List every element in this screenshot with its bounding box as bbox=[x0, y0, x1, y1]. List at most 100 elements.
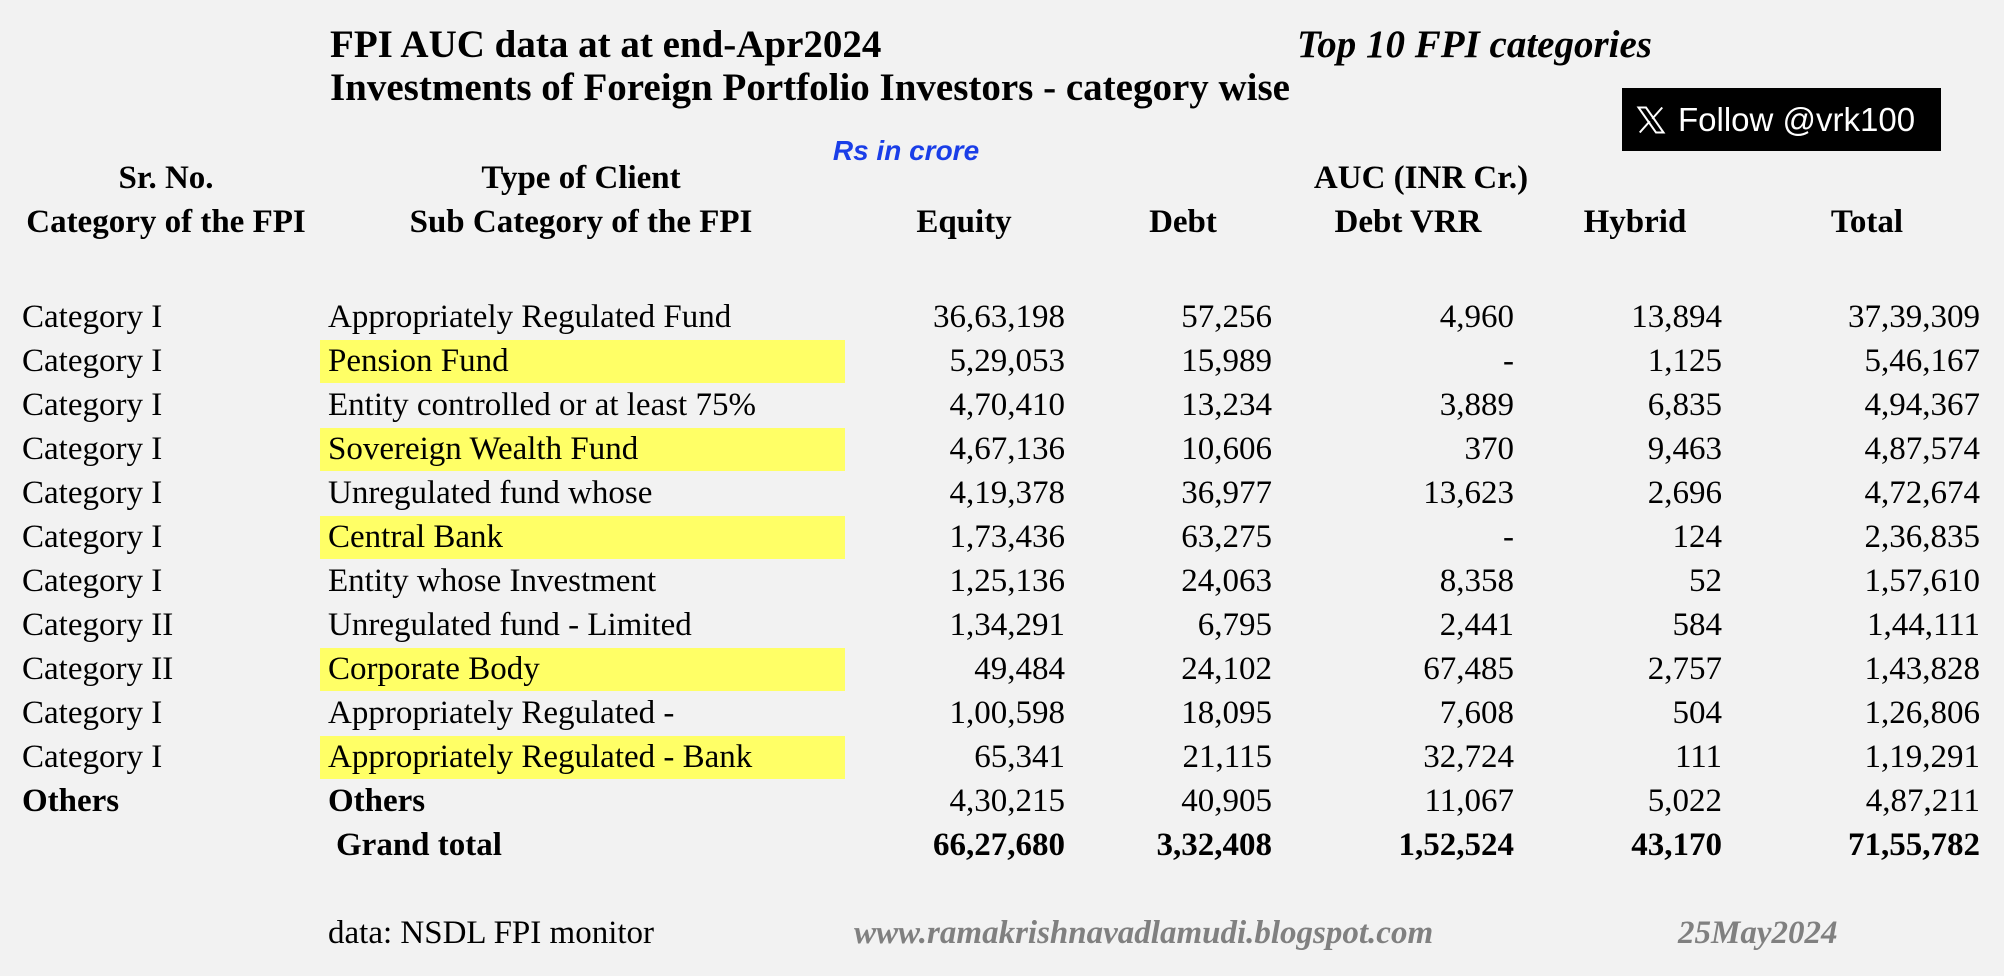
follow-badge[interactable]: Follow @vrk100 bbox=[1622, 88, 1941, 151]
col-header: Debt bbox=[1149, 204, 1217, 240]
value-cell: 1,26,806 bbox=[1864, 695, 1981, 731]
source: data: NSDL FPI monitor bbox=[328, 915, 655, 951]
value-cell: 24,063 bbox=[1181, 563, 1272, 599]
value-cell: 4,70,410 bbox=[949, 387, 1066, 423]
value-cell: 18,095 bbox=[1181, 695, 1272, 731]
category-cell: Category I bbox=[22, 431, 163, 467]
value-cell: 36,63,198 bbox=[933, 299, 1065, 335]
value-cell: 52 bbox=[1689, 563, 1722, 599]
value-cell: 4,30,215 bbox=[949, 783, 1066, 819]
value-cell: 10,606 bbox=[1181, 431, 1272, 467]
client-cell: Appropriately Regulated - bbox=[328, 695, 675, 731]
row-highlight bbox=[320, 428, 845, 471]
value-cell: 4,94,367 bbox=[1864, 387, 1981, 423]
client-cell: Appropriately Regulated - Bank bbox=[328, 739, 753, 775]
col-header: Sub Category of the FPI bbox=[409, 204, 753, 240]
col-header: Equity bbox=[916, 204, 1012, 240]
value-cell: 5,29,053 bbox=[949, 343, 1066, 379]
website: www.ramakrishnavadlamudi.blogspot.com bbox=[854, 915, 1434, 951]
grand-total-cell: 43,170 bbox=[1631, 827, 1722, 863]
value-cell: 124 bbox=[1672, 519, 1723, 555]
client-cell: Unregulated fund whose bbox=[328, 475, 653, 511]
value-cell: 13,623 bbox=[1423, 475, 1514, 511]
value-cell: 1,73,436 bbox=[949, 519, 1066, 555]
category-cell: Others bbox=[22, 783, 120, 819]
grand-total-cell: 66,27,680 bbox=[933, 827, 1065, 863]
value-cell: 1,57,610 bbox=[1864, 563, 1981, 599]
category-cell: Category I bbox=[22, 519, 163, 555]
value-cell: 5,022 bbox=[1647, 783, 1722, 819]
value-cell: 4,72,674 bbox=[1864, 475, 1981, 511]
category-cell: Category I bbox=[22, 563, 163, 599]
value-cell: 3,889 bbox=[1439, 387, 1514, 423]
value-cell: 4,67,136 bbox=[949, 431, 1066, 467]
date: 25May2024 bbox=[1678, 915, 1838, 951]
value-cell: 24,102 bbox=[1181, 651, 1272, 687]
value-cell: 8,358 bbox=[1439, 563, 1514, 599]
col-header: Debt VRR bbox=[1334, 204, 1482, 240]
value-cell: 2,757 bbox=[1647, 651, 1722, 687]
grand-total-cell: 3,32,408 bbox=[1156, 827, 1273, 863]
client-cell: Corporate Body bbox=[328, 651, 540, 687]
client-cell: Unregulated fund - Limited bbox=[328, 607, 692, 643]
category-cell: Category II bbox=[22, 607, 174, 643]
value-cell: 1,00,598 bbox=[949, 695, 1066, 731]
value-cell: 13,894 bbox=[1631, 299, 1722, 335]
value-cell: 4,87,574 bbox=[1864, 431, 1981, 467]
value-cell: 1,34,291 bbox=[949, 607, 1066, 643]
row-highlight bbox=[320, 648, 845, 691]
group-header: AUC (INR Cr.) bbox=[1313, 160, 1529, 196]
value-cell: 57,256 bbox=[1181, 299, 1272, 335]
value-cell: 7,608 bbox=[1439, 695, 1514, 731]
value-cell: 1,125 bbox=[1647, 343, 1722, 379]
client-cell: Appropriately Regulated Fund bbox=[328, 299, 732, 335]
row-highlight bbox=[320, 340, 845, 383]
grand-total-cell: 71,55,782 bbox=[1848, 827, 1980, 863]
units: Rs in crore bbox=[832, 135, 980, 166]
value-cell: 370 bbox=[1464, 431, 1515, 467]
col-header: Type of Client bbox=[481, 160, 681, 196]
value-cell: 1,19,291 bbox=[1864, 739, 1981, 775]
value-cell: 67,485 bbox=[1423, 651, 1514, 687]
value-cell: 63,275 bbox=[1181, 519, 1272, 555]
client-cell: Entity controlled or at least 75% bbox=[328, 387, 756, 423]
value-cell: 504 bbox=[1672, 695, 1723, 731]
client-cell: Central Bank bbox=[328, 519, 504, 555]
category-cell: Category I bbox=[22, 343, 163, 379]
value-cell: 40,905 bbox=[1181, 783, 1272, 819]
value-cell: 4,87,211 bbox=[1865, 783, 1980, 819]
follow-text: Follow @vrk100 bbox=[1678, 101, 1916, 138]
value-cell: 32,724 bbox=[1423, 739, 1514, 775]
grand-total-cell: 1,52,524 bbox=[1398, 827, 1515, 863]
category-cell: Category II bbox=[22, 651, 174, 687]
value-cell: 1,44,111 bbox=[1866, 607, 1980, 643]
category-cell: Category I bbox=[22, 695, 163, 731]
value-cell: 4,19,378 bbox=[949, 475, 1066, 511]
value-cell: 6,795 bbox=[1197, 607, 1272, 643]
value-cell: - bbox=[1503, 519, 1514, 555]
client-cell: Entity whose Investment bbox=[328, 563, 657, 599]
value-cell: 65,341 bbox=[974, 739, 1065, 775]
value-cell: 5,46,167 bbox=[1864, 343, 1981, 379]
value-cell: 13,234 bbox=[1181, 387, 1272, 423]
category-cell: Category I bbox=[22, 475, 163, 511]
value-cell: 2,696 bbox=[1647, 475, 1722, 511]
value-cell: 36,977 bbox=[1181, 475, 1272, 511]
title: FPI AUC data at at end-Apr2024 bbox=[330, 23, 882, 66]
row-highlight bbox=[320, 736, 845, 779]
x-logo bbox=[1636, 106, 1666, 134]
top-label: Top 10 FPI categories bbox=[1297, 23, 1652, 66]
col-header: Total bbox=[1830, 204, 1904, 240]
value-cell: 2,36,835 bbox=[1864, 519, 1981, 555]
value-cell: - bbox=[1503, 343, 1514, 379]
value-cell: 21,115 bbox=[1182, 739, 1272, 775]
value-cell: 11,067 bbox=[1424, 783, 1514, 819]
subtitle: Investments of Foreign Portfolio Investo… bbox=[330, 66, 1290, 109]
category-cell: Category I bbox=[22, 299, 163, 335]
client-cell: Others bbox=[328, 783, 426, 819]
col-header: Sr. No. bbox=[118, 160, 214, 196]
row-highlight bbox=[320, 516, 845, 559]
value-cell: 49,484 bbox=[974, 651, 1065, 687]
client-cell: Pension Fund bbox=[328, 343, 509, 379]
